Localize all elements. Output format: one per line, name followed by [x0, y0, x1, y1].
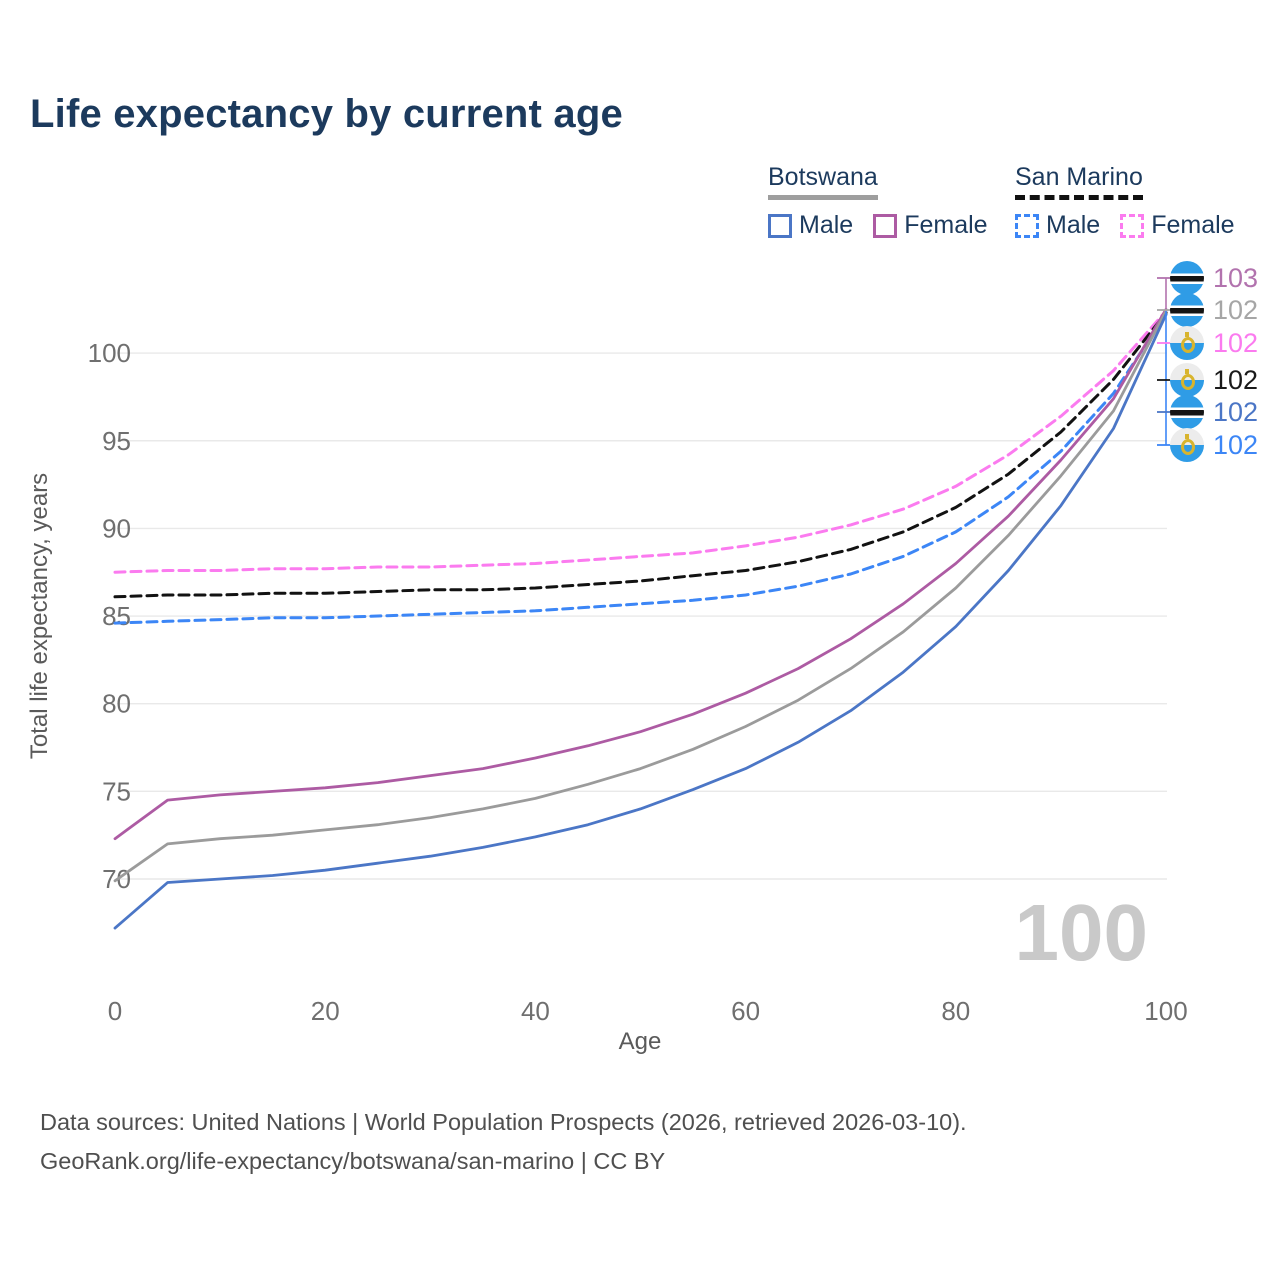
botswana-flag-icon [1170, 293, 1204, 327]
y-tick-label: 85 [102, 601, 131, 631]
legend-label-san-marino-female[interactable]: Female [1151, 211, 1235, 239]
y-axis-title: Total life expectancy, years [26, 473, 53, 759]
legend-country-botswana[interactable]: Botswana [768, 163, 878, 200]
legend-country-san-marino[interactable]: San Marino [1015, 163, 1143, 200]
x-tick-label: 80 [941, 996, 970, 1026]
x-tick-label: 100 [1144, 996, 1187, 1026]
botswana-flag-icon [1170, 261, 1204, 295]
end-value-label: 102 [1213, 327, 1259, 358]
x-tick-label: 0 [108, 996, 122, 1026]
data-sources-text: Data sources: United Nations | World Pop… [40, 1109, 967, 1135]
end-value-label: 102 [1213, 429, 1259, 460]
y-tick-label: 95 [102, 426, 131, 456]
attribution-text: GeoRank.org/life-expectancy/botswana/san… [40, 1148, 666, 1174]
end-value-label: 103 [1213, 262, 1259, 293]
age-watermark: 100 [1015, 888, 1148, 977]
end-label-row: 102 [1170, 395, 1258, 429]
y-tick-label: 75 [102, 776, 131, 806]
series-line-botswana-male[interactable] [113, 313, 1168, 930]
legend-swatch-san-marino-female[interactable] [1120, 213, 1145, 238]
page-title: Life expectancy by current age [30, 92, 623, 136]
legend-group-san-marino: San Marino Male Female [1015, 163, 1255, 240]
san-marino-flag-icon [1170, 326, 1204, 360]
legend-swatch-botswana-male[interactable] [768, 213, 792, 238]
legend-swatch-botswana-female[interactable] [873, 213, 898, 238]
y-tick-label: 100 [88, 338, 131, 368]
end-label-row: 102 [1170, 293, 1258, 327]
series-line-san-marino-male[interactable] [113, 313, 1168, 625]
x-tick-label: 20 [311, 996, 340, 1026]
legend-group-botswana: Botswana Male Female [768, 163, 1008, 240]
series-line-botswana-female[interactable] [113, 307, 1168, 841]
x-tick-label: 60 [731, 996, 760, 1026]
y-tick-label: 80 [102, 689, 131, 719]
y-tick-label: 90 [102, 513, 131, 543]
botswana-flag-icon [1170, 395, 1204, 429]
end-label-row: 102 [1170, 326, 1258, 360]
legend-label-botswana-female[interactable]: Female [904, 211, 988, 239]
x-axis-title: Age [619, 1028, 662, 1055]
end-label-row: 102 [1170, 363, 1258, 397]
legend-swatch-san-marino-male[interactable] [1015, 213, 1039, 238]
end-value-label: 102 [1213, 294, 1259, 325]
legend-label-san-marino-male[interactable]: Male [1046, 211, 1101, 239]
end-value-label: 102 [1213, 364, 1259, 395]
end-label-row: 103 [1170, 261, 1258, 295]
legend-label-botswana-male[interactable]: Male [799, 211, 854, 239]
series-line-botswana-total[interactable] [113, 309, 1168, 883]
series-line-san-marino-female[interactable] [113, 309, 1168, 574]
x-tick-label: 40 [521, 996, 550, 1026]
san-marino-flag-icon [1170, 363, 1204, 397]
series-line-san-marino-total[interactable] [113, 311, 1168, 599]
san-marino-flag-icon [1170, 428, 1204, 462]
end-label-row: 102 [1170, 428, 1258, 462]
end-value-label: 102 [1213, 396, 1259, 427]
